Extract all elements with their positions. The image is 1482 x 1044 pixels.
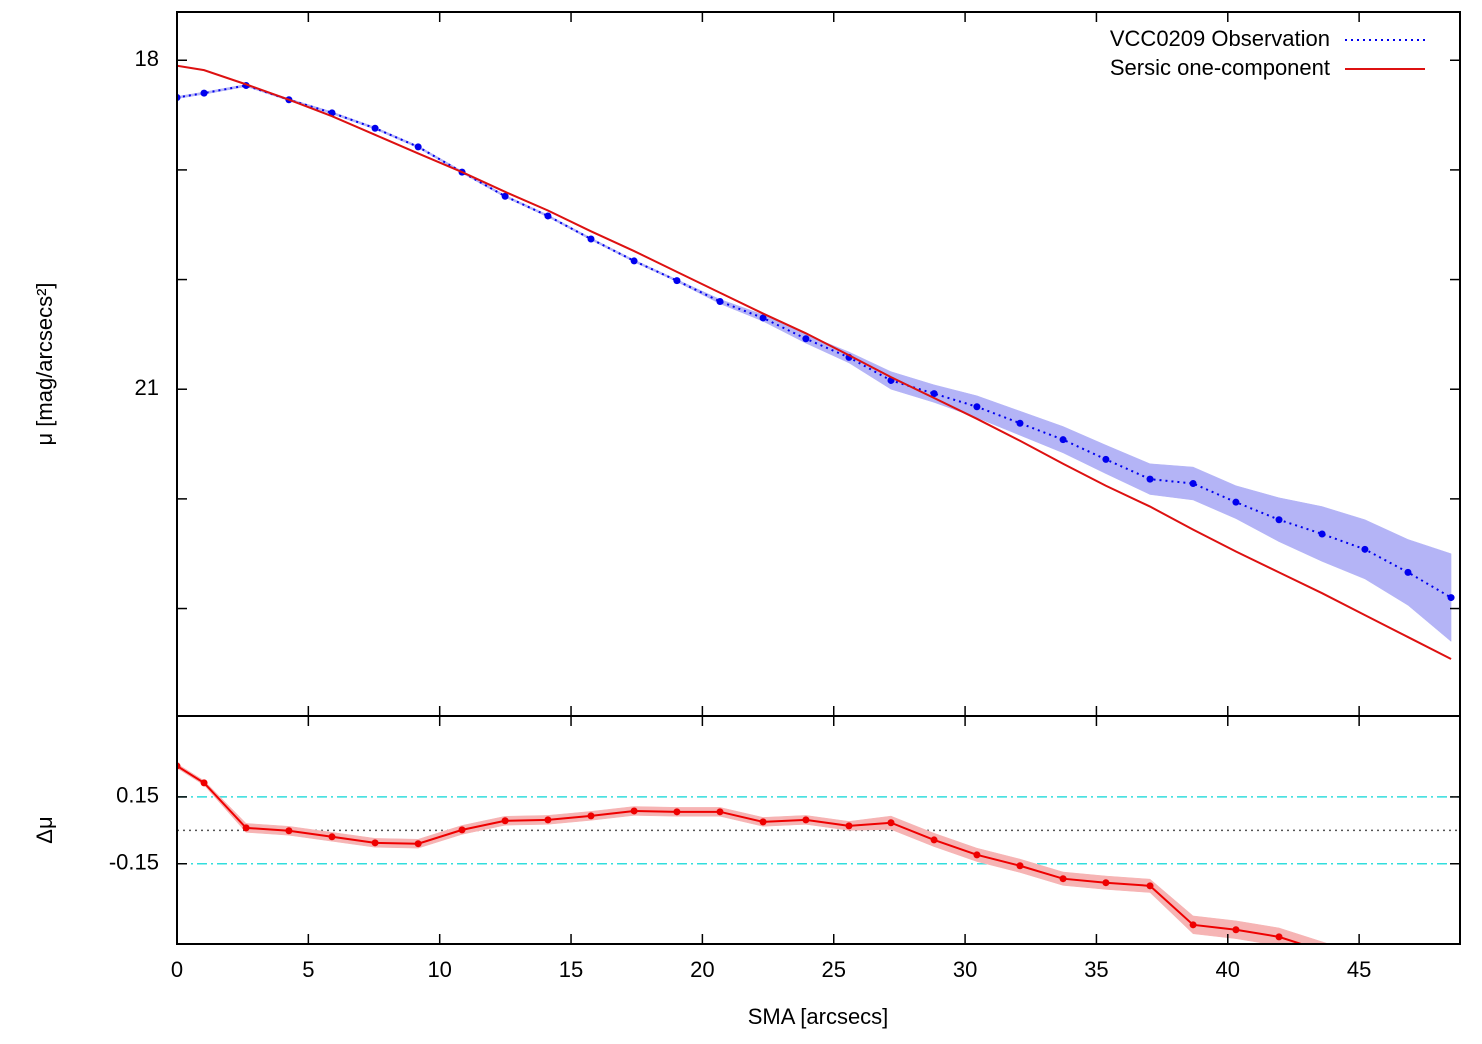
- data-point: [1059, 875, 1067, 883]
- data-point: [887, 819, 895, 827]
- data-point: [673, 277, 681, 285]
- y-tick-label: 21: [135, 375, 159, 400]
- x-tick-label: 40: [1216, 957, 1240, 982]
- x-tick-label: 25: [821, 957, 845, 982]
- residual-plot: [177, 762, 1460, 971]
- y-tick-label: -0.15: [109, 850, 159, 875]
- data-point: [759, 314, 767, 322]
- error-band: [1278, 497, 1323, 562]
- data-point: [285, 827, 293, 835]
- error-band: [1364, 519, 1409, 606]
- data-point: [1361, 545, 1369, 553]
- data-point: [1448, 952, 1455, 959]
- data-point: [1016, 419, 1024, 427]
- data-point: [802, 335, 810, 343]
- data-point: [1102, 879, 1110, 887]
- data-point: [242, 824, 250, 832]
- x-tick-label: 35: [1084, 957, 1108, 982]
- data-point: [587, 812, 595, 820]
- y-tick-label: 18: [135, 46, 159, 71]
- x-tick-label: 15: [559, 957, 583, 982]
- data-point: [1319, 947, 1326, 954]
- data-point: [973, 851, 981, 859]
- error-band: [762, 314, 807, 344]
- y-axis-label: μ [mag/arcsecs²]: [32, 282, 57, 445]
- data-point: [371, 839, 379, 847]
- data-point: [1318, 530, 1326, 538]
- error-band: [1019, 410, 1064, 454]
- axes: 18 21 VCC0209 Observation Sersic one-compon…: [109, 12, 1460, 982]
- data-point: [1146, 882, 1154, 890]
- data-point: [673, 808, 681, 816]
- error-band: [504, 194, 549, 218]
- series-line: [177, 64, 1452, 660]
- x-tick-label: 5: [302, 957, 314, 982]
- y-tick-label: 0.15: [116, 783, 159, 808]
- data-point: [630, 257, 638, 265]
- data-point: [1404, 958, 1411, 965]
- error-band: [1321, 506, 1366, 580]
- data-point: [501, 817, 509, 825]
- data-point: [930, 836, 938, 844]
- error-band: [1235, 485, 1280, 543]
- data-point: [414, 143, 422, 151]
- data-point: [544, 212, 552, 220]
- error-band: [1105, 444, 1151, 495]
- x-axis-label: SMA [arcsecs]: [748, 1004, 889, 1029]
- data-point: [1232, 926, 1240, 934]
- bottom-frame: [176, 715, 1461, 945]
- data-point: [845, 822, 853, 830]
- data-point: [1102, 455, 1110, 463]
- data-point: [1447, 594, 1455, 602]
- error-band: [1408, 946, 1451, 971]
- data-point: [1146, 475, 1154, 483]
- data-point: [1016, 862, 1024, 870]
- residual-y-axis-label: Δμ: [32, 816, 57, 843]
- data-point: [759, 818, 767, 826]
- top-plot: [177, 64, 1455, 660]
- series-line: [177, 765, 1305, 944]
- data-point: [200, 89, 208, 97]
- data-point: [458, 826, 466, 834]
- legend-label: Sersic one-component: [1110, 55, 1330, 80]
- data-point: [1275, 933, 1283, 941]
- legend-label: VCC0209 Observation: [1110, 26, 1330, 51]
- data-point: [973, 403, 981, 411]
- error-band: [1192, 466, 1237, 519]
- x-tick-label: 10: [427, 957, 451, 982]
- data-point: [1059, 436, 1067, 444]
- data-point: [371, 124, 379, 132]
- data-point: [1189, 480, 1197, 488]
- data-point: [1404, 568, 1412, 576]
- data-point: [587, 235, 595, 243]
- data-point: [544, 816, 552, 824]
- data-point: [1275, 516, 1283, 524]
- x-tick-label: 20: [690, 957, 714, 982]
- data-point: [802, 816, 810, 824]
- data-point: [328, 833, 336, 841]
- data-point: [716, 808, 724, 816]
- data-point: [930, 390, 938, 398]
- data-point: [1189, 921, 1197, 929]
- x-tick-label: 45: [1347, 957, 1371, 982]
- x-tick-label: 0: [171, 957, 183, 982]
- data-point: [630, 807, 638, 815]
- x-tick-label: 30: [953, 957, 977, 982]
- error-band: [1407, 539, 1452, 642]
- top-frame: [176, 11, 1461, 717]
- data-point: [414, 840, 422, 848]
- data-point: [501, 192, 509, 200]
- data-point: [1232, 498, 1240, 506]
- data-point: [200, 779, 208, 787]
- data-point: [716, 297, 724, 305]
